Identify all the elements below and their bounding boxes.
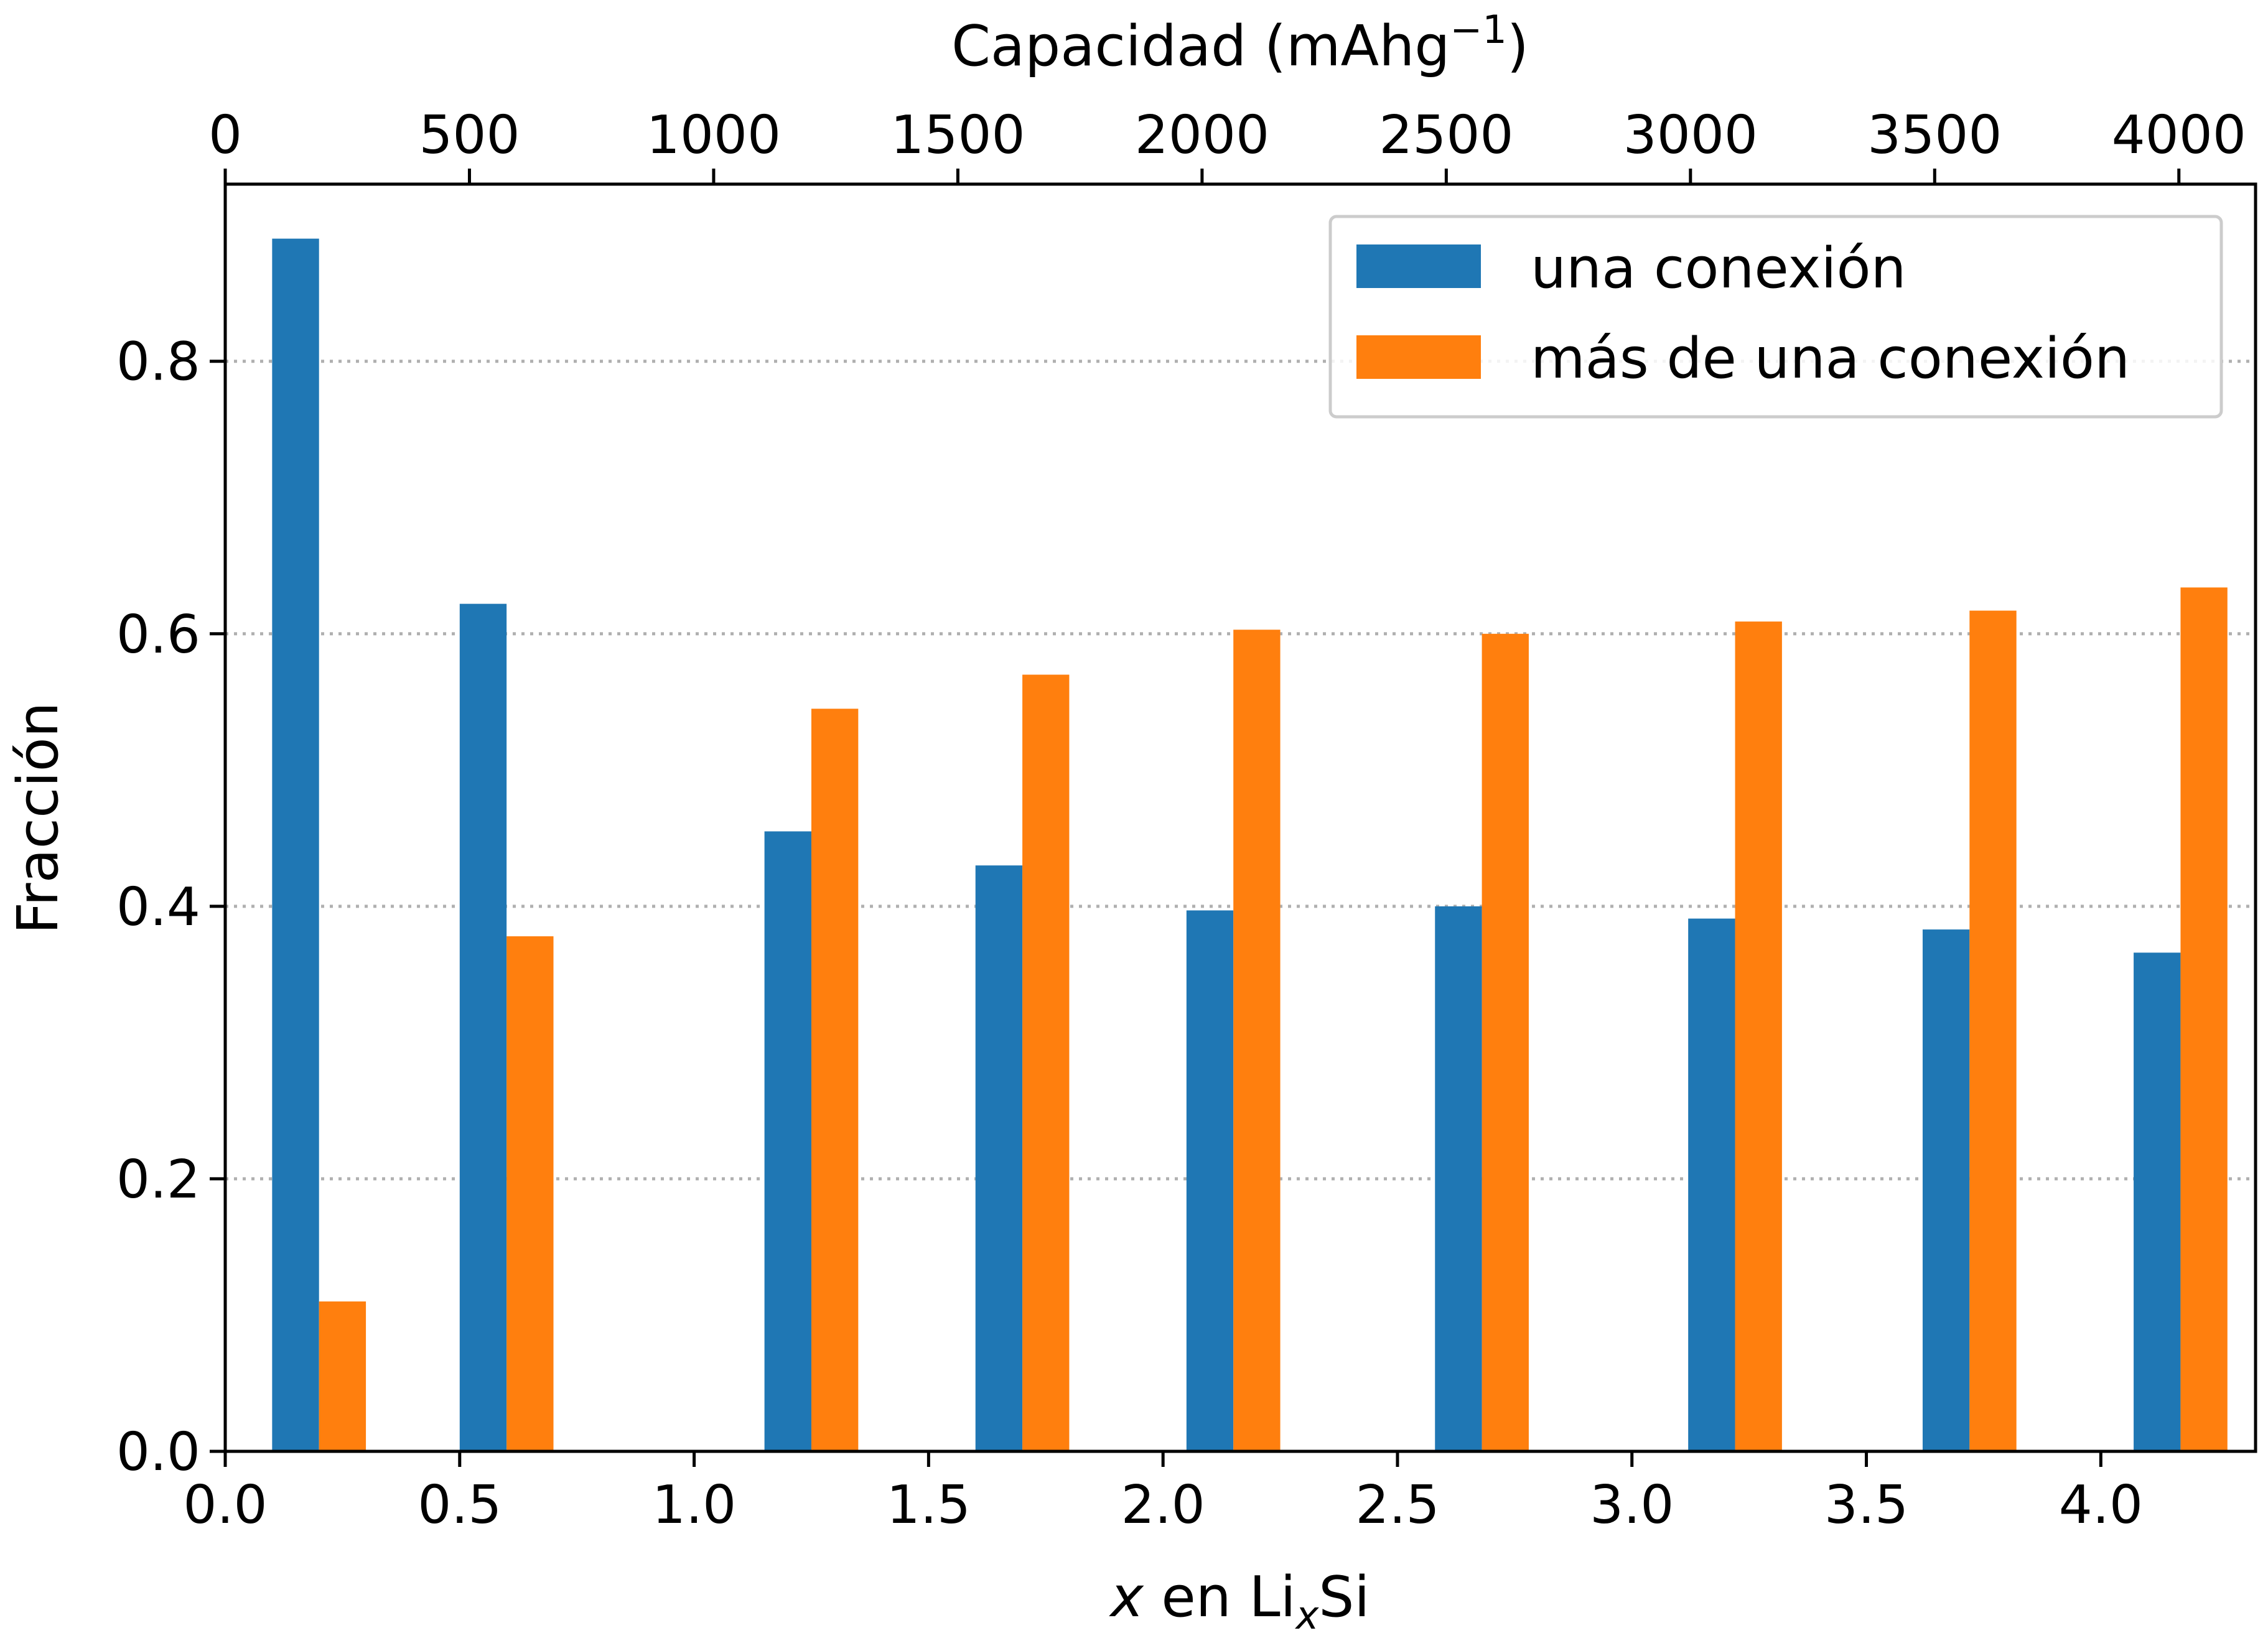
x-axis-title-var: x (1109, 1565, 1145, 1630)
top-axis-title-base: Capacidad (mAhg (951, 14, 1450, 79)
top-axis-title-tail: ) (1507, 14, 1529, 79)
x-axis-title-sub: x (1295, 1593, 1320, 1633)
y-tick-label: 0.2 (116, 1149, 200, 1211)
x-tick-label: 2.5 (1355, 1474, 1439, 1536)
top-tick-label: 2500 (1379, 105, 1513, 166)
plot-frame (223, 182, 2257, 1453)
bar-mas-de-una-conexion-1 (506, 936, 554, 1451)
bar-una-conexion-7 (1922, 929, 1970, 1451)
bar-mas-de-una-conexion-8 (2180, 587, 2228, 1452)
legend-box (1328, 215, 2223, 419)
top-tick-label: 500 (419, 105, 520, 166)
y-axis: 0.0 0.2 0.4 0.6 0.8 (116, 332, 225, 1483)
bar-una-conexion-6 (1688, 918, 1735, 1451)
y-tick-label: 0.6 (116, 604, 200, 666)
x-axis: 0.0 0.5 1.0 1.5 2.0 2.5 3.0 3.5 4.0 (183, 1451, 2143, 1536)
x-axis-title: x en LixSi (1109, 1565, 1370, 1633)
legend: una conexión más de una conexión (1328, 215, 2223, 419)
bar-mas-de-una-conexion-6 (1735, 621, 1782, 1452)
x-axis-title-mid: en Li (1144, 1565, 1296, 1630)
top-tick-label: 1500 (890, 105, 1025, 166)
bar-una-conexion-5 (1435, 906, 1482, 1451)
x-tick-label: 4.0 (2059, 1474, 2143, 1536)
bar-una-conexion-2 (764, 831, 811, 1451)
top-tick-label: 4000 (2112, 105, 2246, 166)
top-tick-label: 1000 (646, 105, 781, 166)
bar-mas-de-una-conexion-5 (1482, 633, 1529, 1452)
x-axis-title-tail: Si (1318, 1565, 1370, 1630)
legend-swatch-mas-de-una-conexion (1356, 335, 1481, 379)
bar-mas-de-una-conexion-2 (811, 709, 859, 1451)
bar-mas-de-una-conexion-0 (319, 1301, 366, 1451)
top-tick-label: 0 (208, 105, 242, 166)
bar-una-conexion-8 (2134, 952, 2181, 1451)
x-tick-label: 1.0 (652, 1474, 736, 1536)
bars (272, 238, 2228, 1452)
bar-una-conexion-3 (975, 865, 1023, 1451)
legend-label-mas-de-una-conexion: más de una conexión (1531, 326, 2130, 391)
bar-una-conexion-4 (1186, 910, 1234, 1451)
top-tick-label: 3500 (1867, 105, 2002, 166)
bar-mas-de-una-conexion-3 (1022, 674, 1070, 1451)
legend-label-una-conexion: una conexión (1531, 236, 1906, 301)
top-axis-title-sup: −1 (1450, 7, 1506, 52)
bar-mas-de-una-conexion-4 (1233, 630, 1281, 1451)
bar-mas-de-una-conexion-7 (1969, 610, 2017, 1451)
y-tick-label: 0.8 (116, 332, 200, 393)
x-tick-label: 2.0 (1121, 1474, 1205, 1536)
y-tick-label: 0.4 (116, 877, 200, 938)
bar-una-conexion-0 (272, 238, 319, 1451)
top-axis-title: Capacidad (mAhg−1) (951, 7, 1529, 79)
top-tick-label: 3000 (1623, 105, 1758, 166)
top-tick-label: 2000 (1135, 105, 1269, 166)
x-tick-label: 0.0 (183, 1474, 267, 1536)
x-tick-label: 0.5 (418, 1474, 502, 1536)
top-capacity-axis: 0 500 1000 1500 2000 2500 3000 3500 4000 (208, 105, 2246, 184)
y-tick-label: 0.0 (116, 1421, 200, 1483)
x-tick-label: 1.5 (887, 1474, 971, 1536)
legend-swatch-una-conexion (1356, 244, 1481, 288)
x-tick-label: 3.0 (1590, 1474, 1674, 1536)
y-axis-title: Fracción (6, 702, 71, 934)
x-tick-label: 3.5 (1824, 1474, 1908, 1536)
bar-una-conexion-1 (459, 603, 507, 1451)
